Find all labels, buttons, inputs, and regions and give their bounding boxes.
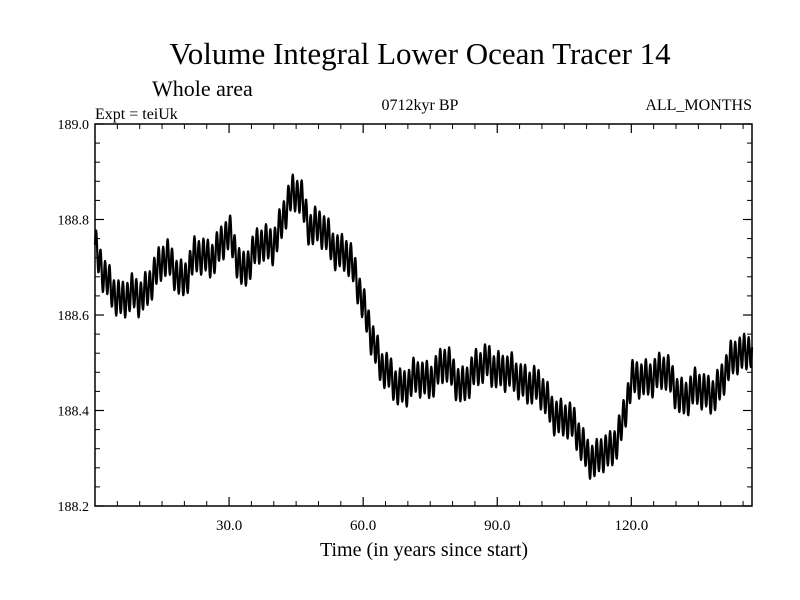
center-label: 0712kyr BP xyxy=(382,97,459,114)
x-tick-label: 30.0 xyxy=(216,518,242,534)
x-tick-label: 90.0 xyxy=(484,518,510,534)
expt-label: Expt = teiUk xyxy=(95,106,178,123)
x-tick-label: 120.0 xyxy=(614,518,648,534)
chart-title: Volume Integral Lower Ocean Tracer 14 xyxy=(169,36,671,71)
y-tick-label: 189.0 xyxy=(58,118,90,133)
x-axis-label: Time (in years since start) xyxy=(320,539,528,561)
x-axis: 30.0 60.0 90.0 120.0 xyxy=(116,124,744,534)
y-tick-label: 188.2 xyxy=(58,500,90,515)
x-tick-label: 60.0 xyxy=(350,518,376,534)
y-tick-label: 188.8 xyxy=(58,214,90,229)
y-tick-label: 188.4 xyxy=(58,405,90,420)
series-line-tracer14 xyxy=(93,173,754,480)
plot-frame xyxy=(94,123,753,507)
right-label: ALL_MONTHS xyxy=(645,97,752,114)
y-axis: 188.2 188.4 188.6 188.8 189.0 xyxy=(58,118,752,515)
chart-subtitle: Whole area xyxy=(152,76,253,101)
y-tick-label: 188.6 xyxy=(58,309,90,324)
